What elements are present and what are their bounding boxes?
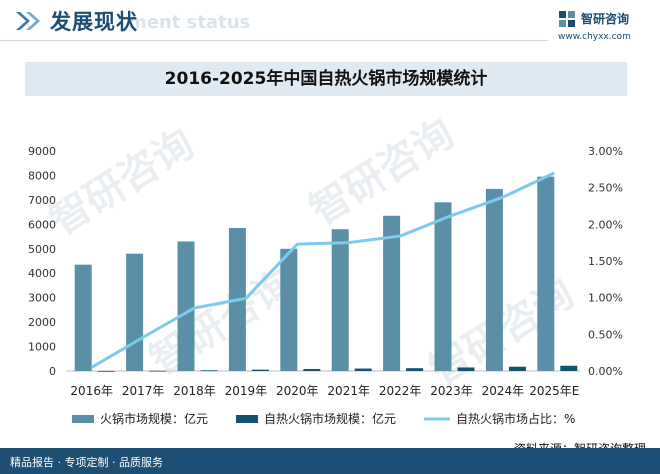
line-self-heating-share	[90, 171, 555, 369]
legend-label: 自热火锅市场规模：亿元	[264, 411, 396, 426]
bar-self-heating-size	[560, 365, 578, 371]
section-title: 发展现状	[50, 10, 138, 34]
bar-market-size	[537, 176, 555, 371]
bar-market-size	[331, 229, 349, 371]
right-axis-tick-label: 1.50%	[588, 255, 623, 268]
x-axis-tick-label: 2016年	[70, 384, 113, 398]
x-axis-tick-label: 2017年	[122, 384, 165, 398]
x-axis-tick-label: 2020年	[276, 384, 319, 398]
brand-name: 智研咨询	[581, 12, 630, 26]
header-divider	[0, 40, 548, 41]
bar-market-size	[434, 202, 452, 371]
bar-self-heating-size	[457, 367, 475, 371]
bar-self-heating-size	[149, 370, 167, 372]
bar-self-heating-size	[303, 369, 321, 371]
bar-self-heating-size	[508, 366, 526, 371]
bar-self-heating-size	[406, 368, 424, 371]
chart-title-bar: 2016-2025年中国自热火锅市场规模统计	[25, 62, 627, 96]
x-axis-tick-label: 2024年	[482, 384, 525, 398]
right-axis-tick-label: 2.00%	[588, 218, 623, 231]
right-axis-tick-label: 3.00%	[588, 145, 623, 158]
legend-label: 火锅市场规模：亿元	[100, 411, 208, 426]
footer-tags: 精品报告 · 专项定制 · 品质服务	[10, 456, 163, 469]
left-axis-tick-label: 6000	[28, 218, 56, 231]
brand-logo-icon	[559, 11, 575, 27]
page-header: ment status 发展现状 智研咨询 www.chyxx.com	[0, 0, 660, 46]
bar-self-heating-size	[354, 368, 372, 371]
legend-swatch	[72, 415, 94, 423]
left-axis-tick-label: 8000	[28, 169, 56, 182]
left-axis-tick-label: 4000	[28, 267, 56, 280]
bar-self-heating-size	[200, 370, 218, 372]
footer-bar: 精品报告 · 专项定制 · 品质服务	[0, 448, 660, 474]
bar-self-heating-size	[251, 369, 269, 371]
legend-swatch	[236, 415, 258, 423]
left-axis-tick-label: 7000	[28, 194, 56, 207]
brand-logo: 智研咨询 www.chyxx.com	[558, 10, 654, 46]
legend-label: 自热火锅市场占比：%	[456, 411, 575, 426]
x-axis-tick-label: 2018年	[173, 384, 216, 398]
right-axis-tick-label: 1.00%	[588, 292, 623, 305]
bar-market-size	[383, 215, 401, 371]
chart-title: 2016-2025年中国自热火锅市场规模统计	[164, 69, 488, 89]
left-axis-tick-label: 1000	[28, 341, 56, 354]
brand-url: www.chyxx.com	[558, 32, 631, 42]
bar-market-size	[126, 253, 144, 371]
left-axis-tick-label: 5000	[28, 243, 56, 256]
bar-market-size	[177, 241, 195, 371]
source-background	[488, 432, 660, 448]
right-axis-tick-label: 0.50%	[588, 328, 623, 341]
left-axis-tick-label: 9000	[28, 145, 56, 158]
right-axis-tick-label: 2.50%	[588, 182, 623, 195]
x-axis-tick-label: 2025年E	[529, 384, 579, 398]
x-axis-tick-label: 2023年	[430, 384, 473, 398]
section-subtitle-ghost: ment status	[128, 12, 251, 33]
bar-market-size	[74, 264, 92, 371]
left-axis-tick-label: 0	[49, 365, 56, 378]
x-axis-tick-label: 2022年	[379, 384, 422, 398]
bar-self-heating-size	[97, 370, 115, 372]
right-axis-tick-label: 0.00%	[588, 365, 623, 378]
double-chevron-icon	[16, 12, 40, 30]
left-axis-tick-label: 3000	[28, 292, 56, 305]
bar-market-size	[485, 188, 503, 371]
bar-market-size	[280, 248, 298, 371]
left-axis-tick-label: 2000	[28, 316, 56, 329]
x-axis-tick-label: 2019年	[225, 384, 268, 398]
x-axis-tick-label: 2021年	[327, 384, 370, 398]
